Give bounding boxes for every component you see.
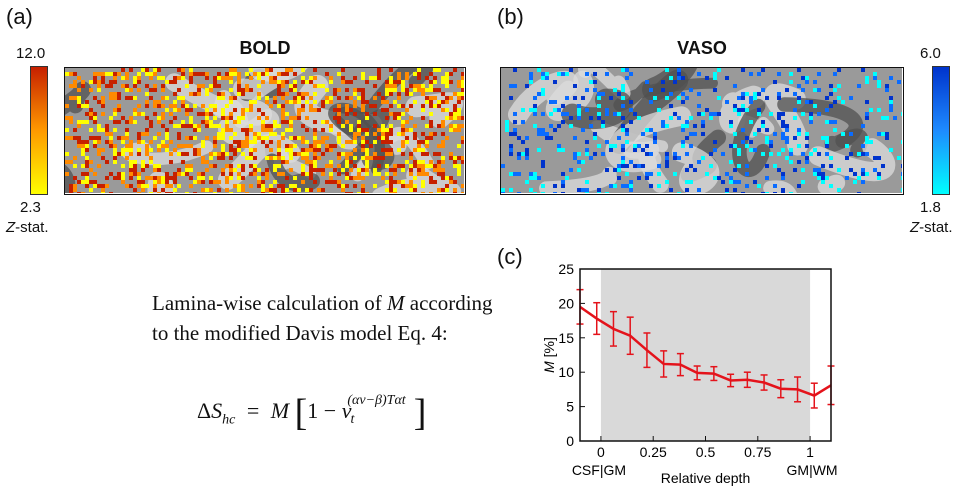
y-tick-label: 0 bbox=[566, 433, 574, 449]
y-tick-label: 15 bbox=[558, 330, 574, 346]
panel-b-label: (b) bbox=[497, 4, 524, 29]
vaso-colorbar-min: 1.8 bbox=[920, 199, 941, 216]
vaso-colorbar bbox=[932, 66, 950, 195]
bold-activation-map bbox=[64, 67, 466, 195]
bold-colorbar-max: 12.0 bbox=[16, 45, 46, 62]
y-tick-label: 20 bbox=[558, 295, 574, 311]
description-line-1: Lamina-wise calculation of M according bbox=[152, 291, 493, 315]
vaso-colorbar-unit: Z-stat. bbox=[910, 219, 953, 236]
x-tick-label: 0.75 bbox=[744, 444, 771, 460]
panel-c-label: (c) bbox=[497, 244, 523, 269]
x-end-label-csf-gm: CSF|GM bbox=[572, 462, 626, 478]
x-end-label-gm-wm: GM|WM bbox=[787, 462, 838, 478]
x-tick-label: 0 bbox=[597, 444, 605, 460]
bold-colorbar bbox=[30, 66, 48, 195]
bold-map-title: BOLD bbox=[239, 38, 291, 58]
y-axis-label: M [%] bbox=[541, 337, 557, 373]
plot-frame bbox=[579, 268, 832, 442]
description-line-2: to the modified Davis model Eq. 4: bbox=[152, 321, 448, 345]
y-tick-label: 25 bbox=[558, 261, 574, 277]
m-profile-line bbox=[579, 305, 832, 397]
method-description: Lamina-wise calculation of M according t… bbox=[152, 288, 493, 348]
vaso-colorbar-max: 6.0 bbox=[920, 45, 941, 62]
panel-a-label: (a) bbox=[6, 4, 33, 29]
vaso-map-title: VASO bbox=[677, 38, 727, 58]
depth-profile-chart: 0 5 10 15 20 25 0 0.25 0.5 0.75 1 M [%] Relative d… bbox=[541, 261, 838, 486]
x-tick-label: 0.5 bbox=[696, 444, 716, 460]
y-tick-label: 5 bbox=[566, 399, 574, 415]
vaso-activation-map bbox=[500, 67, 904, 195]
bold-colorbar-min: 2.3 bbox=[20, 199, 41, 216]
davis-equation: ΔShc = M [1 − vt(αv−β)Tαt] bbox=[197, 392, 427, 434]
x-tick-label: 0.25 bbox=[640, 444, 667, 460]
x-axis-label: Relative depth bbox=[661, 470, 751, 486]
bold-colorbar-unit: Z-stat. bbox=[6, 219, 49, 236]
y-tick-label: 10 bbox=[558, 364, 574, 380]
gray-matter-shaded-region bbox=[600, 269, 811, 441]
x-tick-label: 1 bbox=[806, 444, 814, 460]
